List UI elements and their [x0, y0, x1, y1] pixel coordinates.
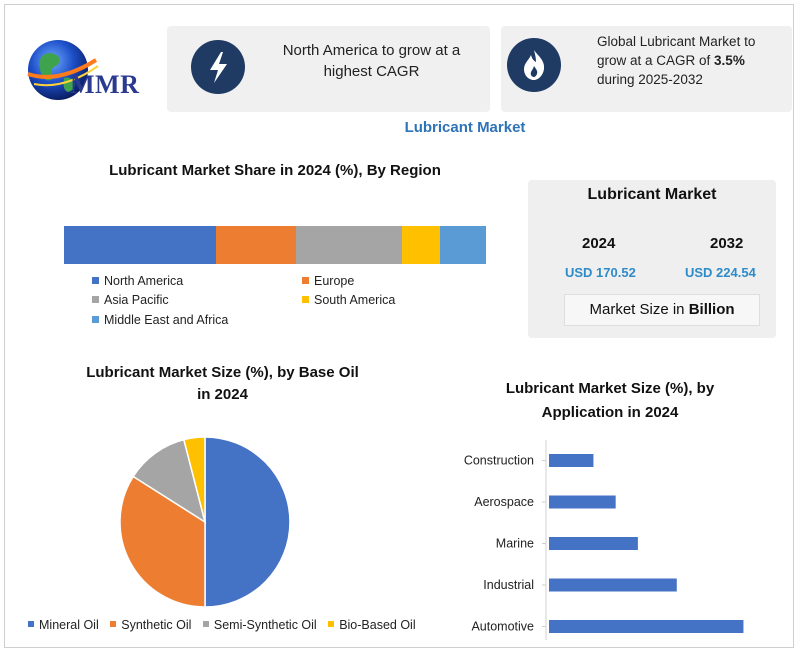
lightning-bolt-icon: [191, 40, 245, 94]
legend-item-asia-pacific: Asia Pacific: [92, 293, 169, 307]
bar-industrial: [549, 578, 677, 592]
flame-icon: [507, 38, 561, 92]
application-chart-title: Lubricant Market Size (%), by Applicatio…: [450, 377, 770, 425]
legend-label: Bio-Based Oil: [339, 618, 416, 632]
bar-label-aerospace: Aerospace: [474, 495, 534, 509]
legend-item-north-america: North America: [92, 274, 183, 288]
region-growth-text: North America to grow at a highest CAGR: [282, 42, 461, 80]
pie-legend-bio-based-oil: Bio-Based Oil: [328, 618, 416, 632]
pie-slice-mineral-oil: [204, 436, 291, 608]
mmr-logo: MMR: [20, 30, 155, 110]
pie-legend-mineral-oil: Mineral Oil: [28, 618, 99, 632]
value-2032: USD 224.54: [685, 265, 756, 280]
cagr-text: Global Lubricant Market to grow at a CAG…: [597, 32, 782, 89]
unit-label-pre: Market Size in: [589, 301, 689, 318]
value-2024: USD 170.52: [565, 265, 636, 280]
legend-swatch: [328, 621, 335, 627]
bar-label-marine: Marine: [496, 537, 534, 551]
highlight-card-region: North America to grow at a highest CAGR: [167, 26, 490, 112]
legend-label: Synthetic Oil: [121, 618, 192, 632]
legend-item-south-america: South America: [302, 293, 395, 307]
bar-construction: [549, 454, 594, 467]
market-size-box: Lubricant Market 2024 2032 USD 170.52 US…: [528, 180, 776, 338]
legend-label: Middle East and Africa: [104, 313, 229, 327]
legend-swatch: [110, 621, 117, 627]
stack-segment-asia-pacific: [296, 226, 402, 264]
cagr-text-pre: Global Lubricant Market to grow at a CAG…: [597, 34, 756, 68]
pie-legend-semi-synthetic-oil: Semi-Synthetic Oil: [202, 618, 317, 632]
highlight-card-cagr: Global Lubricant Market to grow at a CAG…: [501, 26, 792, 112]
pie-slice-semi-synthetic-oil: [132, 438, 207, 524]
stack-segment-north-america: [64, 226, 216, 264]
legend-swatch: [92, 277, 99, 284]
legend-swatch: [92, 316, 99, 323]
legend-item-europe: Europe: [302, 274, 354, 288]
bar-automotive: [549, 620, 744, 633]
application-bar-chart: Construction Aerospace Marine Industrial Aut…: [464, 440, 744, 640]
legend-label: South America: [314, 293, 396, 307]
pie-chart-title: Lubricant Market Size (%), by Base Oil i…: [50, 362, 395, 406]
legend-label: Semi-Synthetic Oil: [213, 618, 317, 632]
year-2024: 2024: [582, 235, 616, 252]
region-chart-title: Lubricant Market Share in 2024 (%), By R…: [109, 162, 441, 179]
cagr-value: 3.5%: [714, 53, 745, 68]
base-oil-pie-chart: [119, 436, 291, 608]
stack-segment-middle-east-and-africa: [439, 226, 486, 264]
market-box-title: Lubricant Market: [587, 186, 717, 203]
stack-segment-europe: [215, 226, 297, 264]
year-2032: 2032: [710, 235, 744, 252]
market-size-unit: Market Size in Billion: [564, 294, 760, 326]
infographic-frame: [4, 4, 794, 648]
bar-title-line2: Application in 2024: [541, 404, 679, 421]
legend-swatch: [28, 621, 34, 627]
pie-legend-synthetic-oil: Synthetic Oil: [110, 618, 191, 632]
pie-title-line1: Lubricant Market Size (%), by Base Oil: [86, 364, 359, 381]
legend-label: North America: [104, 274, 184, 288]
cagr-text-post: during 2025-2032: [597, 72, 703, 87]
legend-swatch: [202, 621, 209, 627]
region-stacked-bar: [64, 226, 486, 264]
bar-label-automotive: Automotive: [471, 620, 534, 634]
bar-marine: [549, 537, 638, 550]
bar-label-construction: Construction: [464, 454, 534, 468]
pie-legend: Mineral Oil Synthetic Oil Semi-Synthetic…: [28, 618, 424, 632]
legend-label: Europe: [314, 274, 355, 288]
globe-icon: [27, 40, 99, 100]
unit-label-bold: Billion: [688, 301, 735, 318]
legend-label: Mineral Oil: [39, 618, 99, 632]
legend-swatch: [92, 296, 99, 303]
pie-slice-bio-based-oil: [182, 436, 206, 523]
logo-text: MMR: [70, 70, 140, 99]
legend-swatch: [302, 277, 309, 284]
stack-segment-south-america: [401, 226, 440, 264]
pie-title-line2: in 2024: [197, 386, 248, 403]
page-title: Lubricant Market: [404, 119, 526, 136]
legend-label: Asia Pacific: [104, 293, 169, 307]
legend-swatch: [302, 296, 309, 303]
bar-label-industrial: Industrial: [483, 578, 534, 592]
legend-item-middle-east-africa: Middle East and Africa: [92, 313, 228, 327]
bar-title-line1: Lubricant Market Size (%), by: [505, 380, 715, 397]
bar-aerospace: [549, 495, 616, 509]
